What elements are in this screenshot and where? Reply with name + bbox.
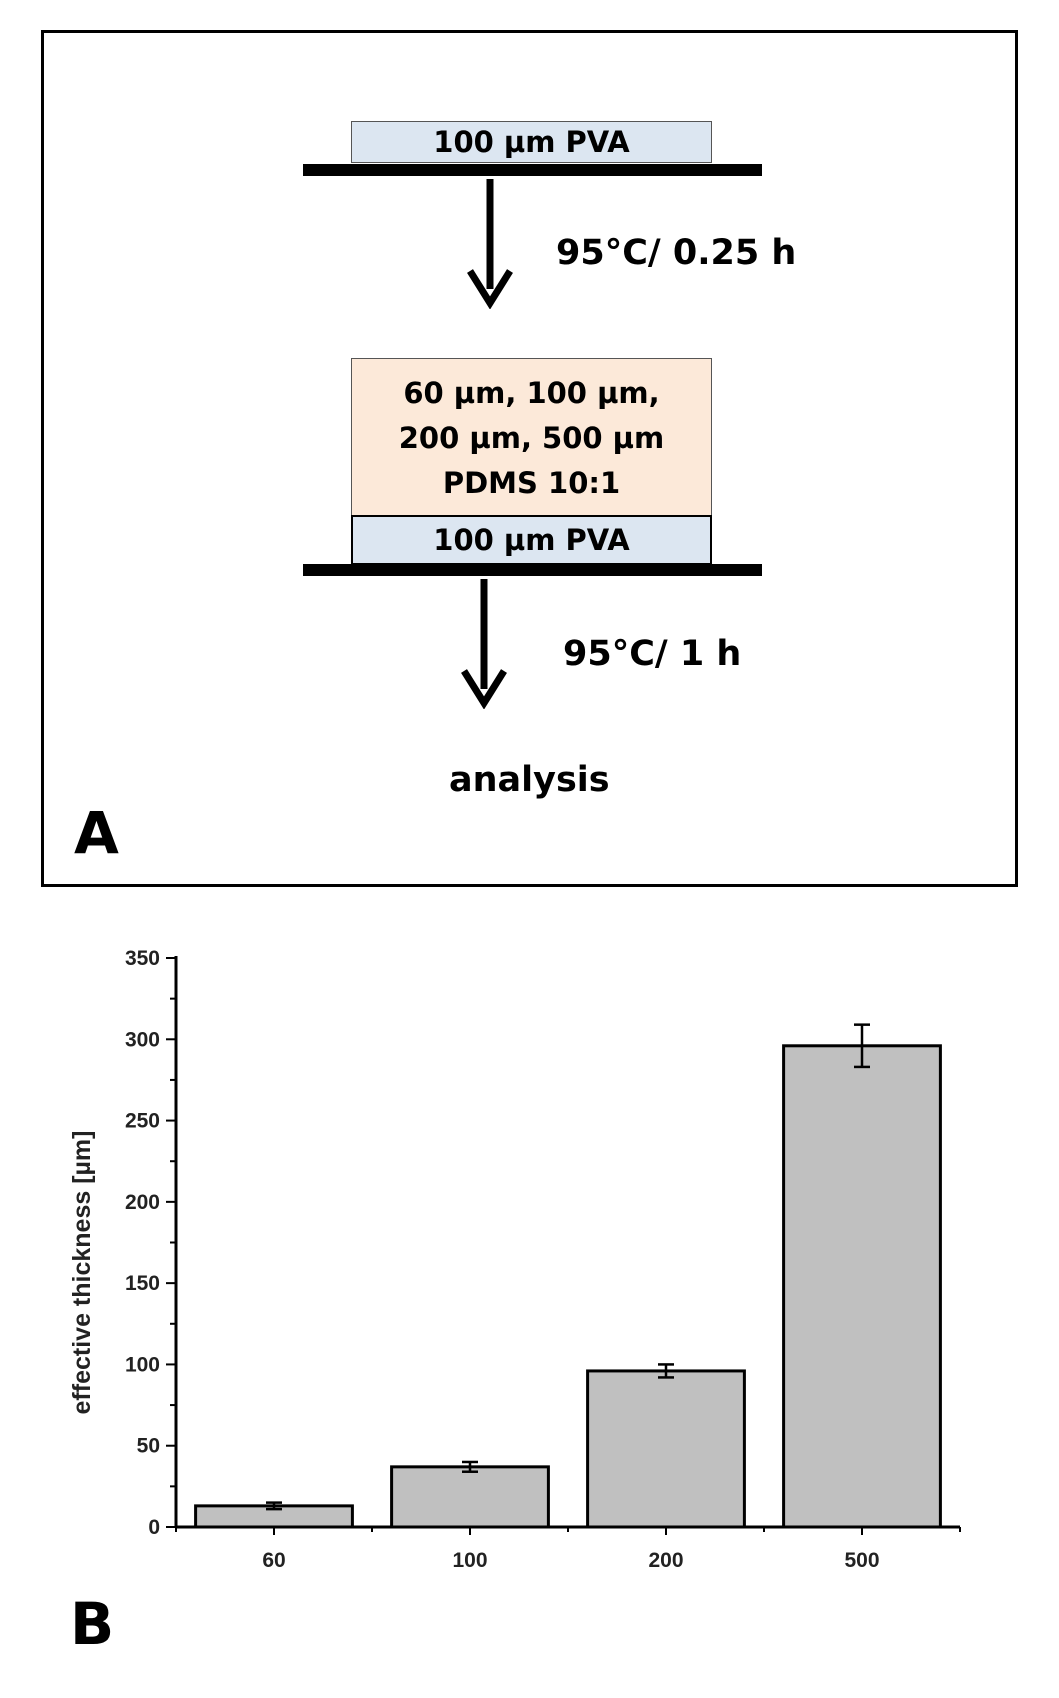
substrate-plate-bottom [303, 564, 762, 576]
step-2-condition: 95°C/ 1 h [563, 634, 742, 674]
y-tick-label-0: 0 [148, 1516, 160, 1539]
bar-100 [390, 1465, 550, 1529]
y-tick-label-200: 200 [125, 1191, 160, 1214]
pdms-line-1: 60 µm, 100 µm, [403, 376, 660, 410]
x-tick-label-100: 100 [452, 1549, 487, 1572]
y-tick-label-50: 50 [137, 1435, 160, 1458]
pva-layer-top: 100 µm PVA [351, 121, 712, 163]
substrate-plate-top [303, 164, 762, 176]
panel-letter-b: B [70, 1590, 115, 1658]
y-tick-label-100: 100 [125, 1353, 160, 1376]
x-tick-label-500: 500 [844, 1549, 879, 1572]
analysis-label: analysis [449, 760, 610, 800]
pdms-line-3: PDMS 10:1 [442, 466, 621, 500]
pdms-layer: 60 µm, 100 µm, 200 µm, 500 µm PDMS 10:1 [351, 358, 712, 517]
pva-layer-bottom: 100 µm PVA [351, 515, 712, 565]
bar-500 [782, 1044, 942, 1529]
x-tick-label-60: 60 [262, 1549, 285, 1572]
down-arrow-icon [467, 179, 513, 309]
pdms-line-2: 200 µm, 500 µm [398, 421, 665, 455]
y-tick-label-150: 150 [125, 1272, 160, 1295]
down-arrow-icon [461, 579, 507, 709]
step-1-condition: 95°C/ 0.25 h [556, 233, 797, 273]
y-tick-label-350: 350 [125, 947, 160, 970]
bar-200 [586, 1369, 746, 1529]
thickness-bar-chart: 60100200500050100150200250300350wet thic… [68, 947, 961, 1572]
y-tick-label-250: 250 [125, 1110, 160, 1133]
process-diagram-panel: 100 µm PVA 95°C/ 0.25 h 60 µm, 100 µm, 2… [41, 30, 1018, 887]
y-axis-title: effective thickness [µm] [68, 1131, 96, 1415]
panel-letter-a: A [74, 799, 119, 867]
y-tick-label-300: 300 [125, 1028, 160, 1051]
x-tick-label-200: 200 [648, 1549, 683, 1572]
